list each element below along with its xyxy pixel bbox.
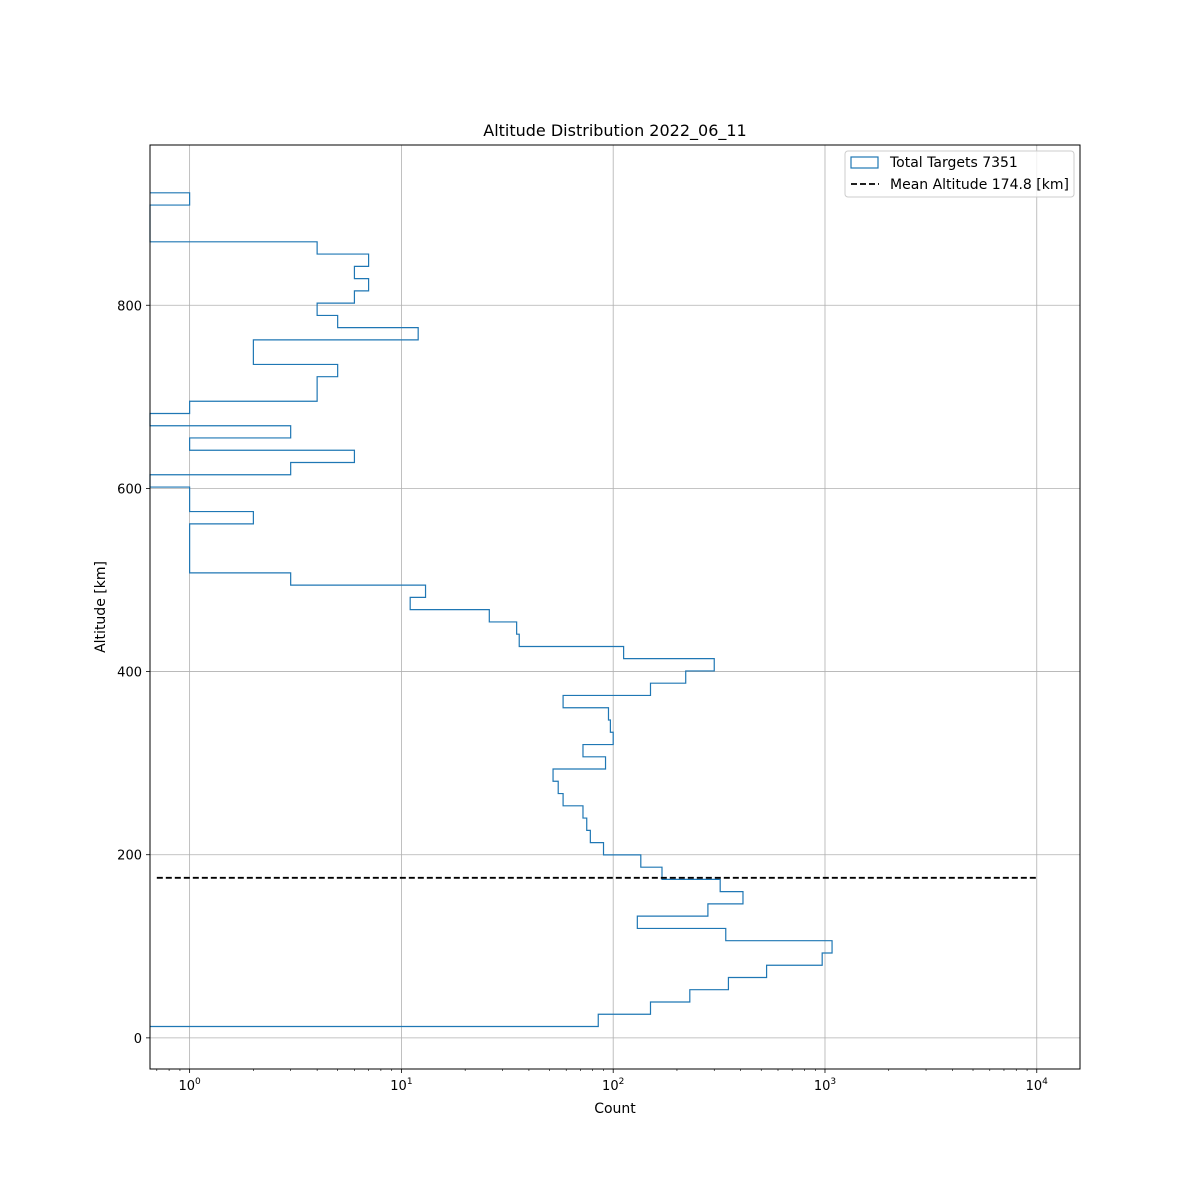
plot-frame [149,144,1081,1070]
plot-area [150,145,1080,1069]
axis-ticks: 100 101 102 103 104 0 200 400 600 800 [117,299,1048,1094]
x-axis-label: Count [594,1101,636,1117]
chart-title: Altitude Distribution 2022_06_11 [483,121,746,141]
histogram-step-outline [149,192,833,1028]
legend: Total Targets 7351 Mean Altitude 174.8 [… [844,150,1075,198]
legend-histogram-label: Total Targets 7351 [889,155,1018,171]
y-tick-label: 400 [117,666,142,681]
legend-mean-label: Mean Altitude 174.8 [km] [890,177,1069,193]
x-tick-label: 100 [178,1077,201,1094]
x-tick-label: 104 [1026,1077,1049,1094]
grid-lines [150,145,1080,1069]
legend-histogram-swatch [850,156,879,169]
legend-box [844,150,1075,198]
x-tick-label: 102 [602,1077,624,1094]
x-tick-label: 101 [390,1077,412,1094]
y-tick-label: 0 [134,1032,142,1047]
data-layer [149,192,1037,1028]
y-tick-label: 800 [117,299,142,314]
x-tick-label: 103 [814,1077,836,1094]
y-axis-label: Altitude [km] [93,561,109,653]
y-tick-label: 600 [117,482,142,497]
y-tick-label: 200 [117,849,142,864]
